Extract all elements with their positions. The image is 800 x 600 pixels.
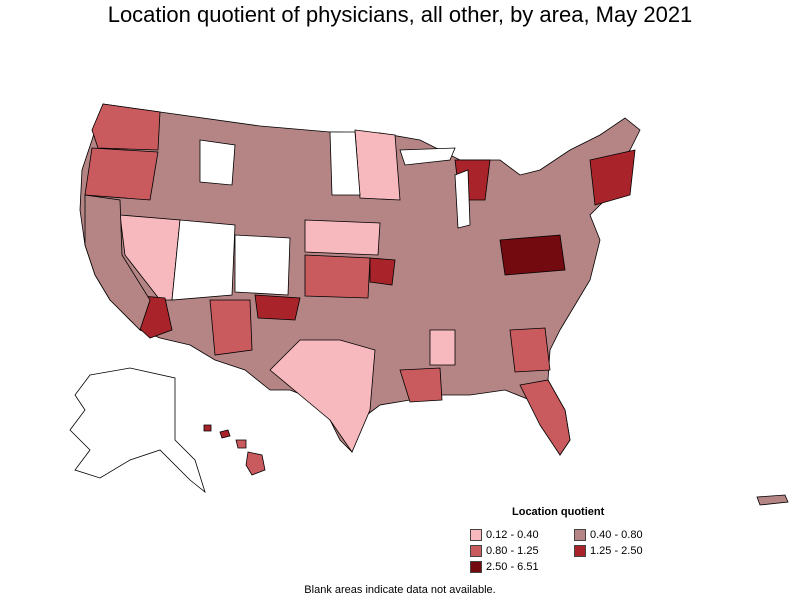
legend-label: 0.12 - 0.40 — [486, 529, 539, 541]
region-new-mexico — [209, 299, 253, 356]
legend-item: 0.12 - 0.40 — [470, 528, 574, 542]
legend-item: 2.50 - 6.51 — [470, 560, 574, 574]
region-nebraska — [304, 219, 381, 256]
legend-label: 1.25 - 2.50 — [590, 545, 643, 557]
legend-swatch — [470, 561, 482, 573]
region-california — [84, 194, 151, 331]
region-new-england — [589, 149, 636, 206]
hawaii-maui — [235, 439, 247, 449]
legend-label: 2.50 - 6.51 — [486, 561, 539, 573]
alaska — [69, 367, 206, 494]
legend-item: 0.80 - 1.25 — [470, 544, 574, 558]
region-kansas — [304, 254, 371, 299]
region-missouri — [369, 257, 396, 286]
continental-us — [79, 103, 641, 456]
region-oregon — [84, 147, 159, 201]
region-ohio-valley — [499, 234, 566, 276]
legend-swatch — [470, 529, 482, 541]
lake-superior — [399, 147, 456, 166]
legend-label: 0.80 - 1.25 — [486, 545, 539, 557]
legend-item: 1.25 - 2.50 — [574, 544, 670, 558]
puerto-rico — [756, 494, 789, 506]
legend-title: Location quotient — [512, 506, 605, 518]
hawaii-kauai — [203, 424, 212, 432]
region-utah-blank — [171, 219, 236, 301]
region-mississippi — [429, 329, 456, 366]
region-nd-blank — [329, 131, 361, 196]
region-oklahoma — [254, 294, 301, 321]
legend-swatch — [574, 529, 586, 541]
region-louisiana — [399, 367, 443, 403]
legend-label: 0.40 - 0.80 — [590, 529, 643, 541]
hawaii-big-island — [245, 451, 266, 476]
legend-item: 0.40 - 0.80 — [574, 528, 670, 542]
region-georgia — [509, 327, 551, 373]
lake-michigan — [454, 169, 471, 229]
region-montana-blank — [199, 139, 236, 186]
hawaii — [203, 424, 266, 476]
region-minnesota — [354, 129, 401, 201]
map-title: Location quotient of physicians, all oth… — [107, 2, 693, 27]
legend-swatch — [574, 545, 586, 557]
region-texas — [269, 339, 376, 453]
hawaii-oahu — [219, 429, 231, 439]
region-florida — [519, 379, 571, 456]
region-colorado-blank — [234, 234, 291, 296]
region-nevada — [119, 214, 181, 301]
footnote: Blank areas indicate data not available. — [304, 584, 496, 596]
puerto-rico-shape — [756, 494, 789, 506]
map-legend: Location quotient 0.12 - 0.40 0.40 - 0.8… — [470, 506, 670, 574]
legend-swatch — [470, 545, 482, 557]
legend-grid: 0.12 - 0.40 0.40 - 0.80 0.80 - 1.25 1.25… — [470, 528, 670, 574]
region-washington — [91, 103, 161, 151]
alaska-shape — [69, 367, 206, 494]
